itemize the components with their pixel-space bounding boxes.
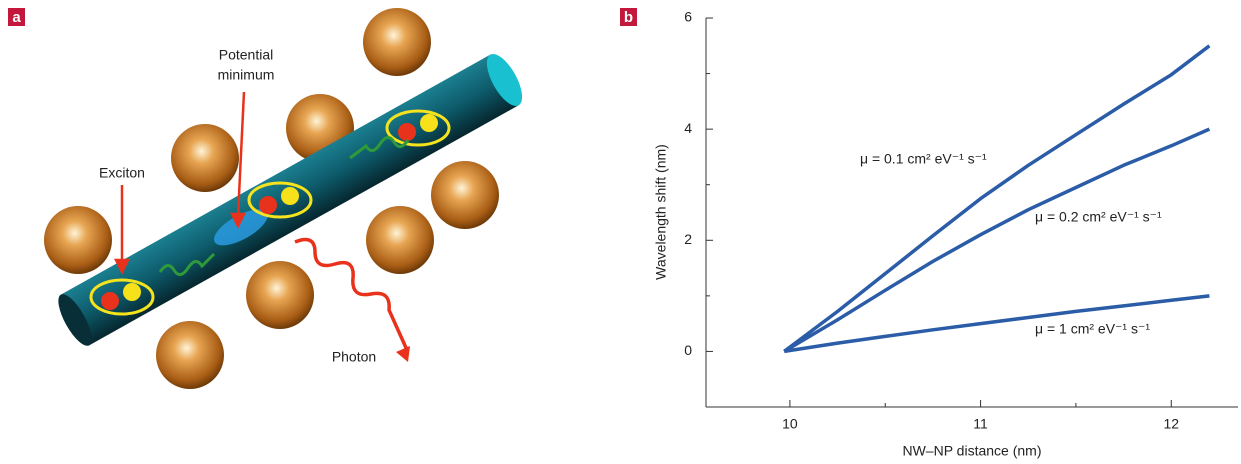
x-tick-label: 11 [973, 416, 988, 432]
series-label: μ = 0.1 cm² eV⁻¹ s⁻¹ [860, 151, 987, 167]
hole [281, 187, 299, 205]
electron [398, 123, 416, 141]
series-label: μ = 0.2 cm² eV⁻¹ s⁻¹ [1035, 209, 1162, 225]
x-tick-label: 10 [782, 416, 798, 432]
nanoparticle [171, 124, 239, 192]
y-axis-label: Wavelength shift (nm) [653, 144, 669, 280]
y-tick-label: 4 [684, 120, 692, 136]
potential-minimum-label: minimum [218, 67, 275, 83]
panel-label: b [624, 9, 633, 26]
y-tick-label: 2 [684, 231, 692, 247]
electron [101, 292, 119, 310]
potential-minimum-label: Potential [219, 47, 273, 63]
panel-a: a [8, 8, 529, 389]
series-label: μ = 1 cm² eV⁻¹ s⁻¹ [1035, 321, 1150, 337]
nanoparticle [363, 8, 431, 76]
nanoparticle [44, 206, 112, 274]
y-tick-label: 6 [684, 9, 692, 25]
electron [259, 196, 277, 214]
hole [123, 283, 141, 301]
series-line [784, 46, 1209, 352]
panel-label: a [12, 9, 21, 26]
x-axis-label: NW–NP distance (nm) [902, 443, 1041, 459]
nanoparticle [366, 206, 434, 274]
exciton-label: Exciton [99, 165, 145, 181]
x-tick-label: 12 [1163, 416, 1179, 432]
photon-label: Photon [332, 349, 376, 365]
y-tick-label: 0 [684, 342, 692, 358]
nanoparticle [431, 161, 499, 229]
figure: a [0, 0, 1241, 464]
series-line [784, 129, 1209, 351]
hole [420, 114, 438, 132]
nanoparticle [156, 321, 224, 389]
photon-arrow-head [396, 346, 410, 362]
nanoparticle [246, 261, 314, 329]
